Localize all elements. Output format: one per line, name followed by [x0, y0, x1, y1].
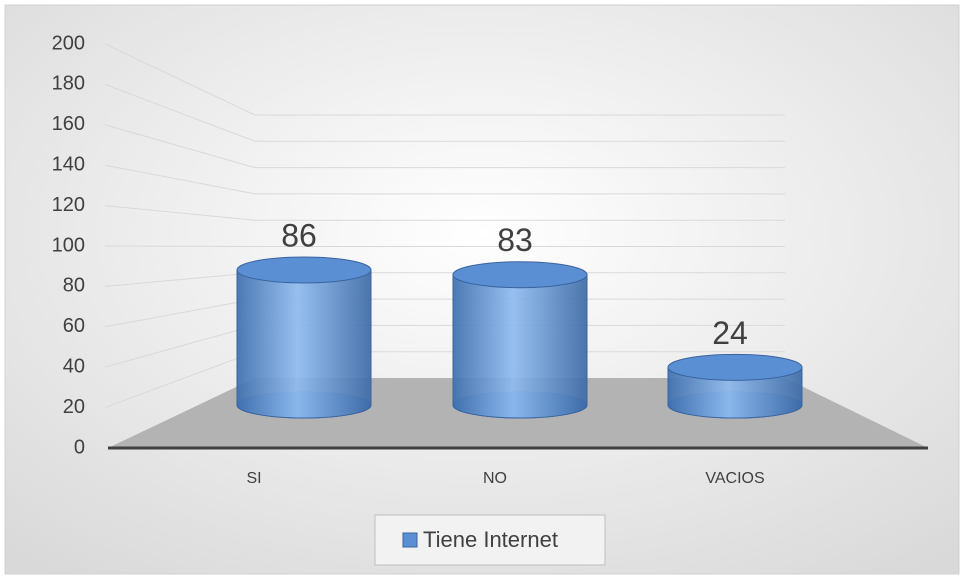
x-tick-label: SI — [246, 470, 261, 487]
grid-line — [104, 205, 256, 221]
cylinder-top — [236, 256, 372, 284]
y-tick-label: 80 — [63, 275, 85, 297]
y-tick-label: 60 — [63, 315, 85, 337]
y-tick-label: 180 — [52, 73, 85, 95]
cylinder-body — [452, 274, 588, 419]
cylinder-body — [236, 269, 372, 419]
grid-line — [104, 298, 256, 328]
grid-line — [104, 164, 256, 195]
cylinder-body — [667, 366, 803, 419]
y-tick-label: 0 — [74, 436, 85, 458]
data-label: 86 — [281, 217, 317, 253]
legend-label: Tiene Internet — [423, 527, 558, 552]
y-tick-label: 120 — [52, 194, 85, 216]
cylinder-top — [667, 353, 803, 381]
data-label: 24 — [712, 315, 748, 351]
x-tick-label: NO — [483, 470, 507, 487]
grid-line — [104, 43, 256, 116]
grid-line — [104, 272, 256, 287]
grid-line — [104, 83, 256, 142]
grid-line — [104, 351, 256, 409]
y-tick-label: 100 — [52, 234, 85, 256]
grid-line — [104, 324, 256, 368]
y-tick-label: 140 — [52, 153, 85, 175]
grid-line — [104, 245, 256, 247]
y-tick-label: 40 — [63, 355, 85, 377]
grid-line — [104, 124, 256, 169]
y-tick-label: 200 — [52, 32, 85, 54]
legend-swatch — [402, 532, 418, 548]
data-label: 83 — [497, 222, 533, 258]
y-tick-label: 20 — [63, 396, 85, 418]
cylinder-top — [452, 261, 588, 289]
y-tick-label: 160 — [52, 113, 85, 135]
x-tick-label: VACIOS — [705, 470, 764, 487]
